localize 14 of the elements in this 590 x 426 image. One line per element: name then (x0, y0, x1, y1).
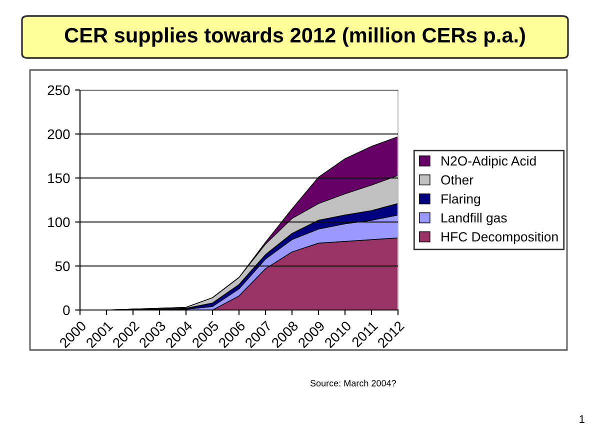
y-tick-label: 150 (48, 173, 70, 184)
legend-label: Other (441, 174, 474, 185)
y-tick-label: 100 (48, 217, 70, 228)
legend-label: HFC Decomposition (442, 232, 558, 244)
legend-label: Landfill gas (442, 212, 507, 226)
legend-label: Flaring (442, 194, 480, 206)
y-tick-label: 50 (55, 261, 70, 272)
y-tick-label: 250 (48, 85, 70, 96)
text: 1 (580, 415, 584, 423)
y-tick-label: 200 (48, 129, 70, 140)
y-tick-label: 0 (63, 305, 70, 316)
source-note: Source: March 2004? (310, 380, 396, 386)
legend-label: N2O-Adipic Acid (442, 156, 536, 168)
chart-title: CER supplies towards 2012 (million CERs p.a.) (64, 27, 525, 47)
